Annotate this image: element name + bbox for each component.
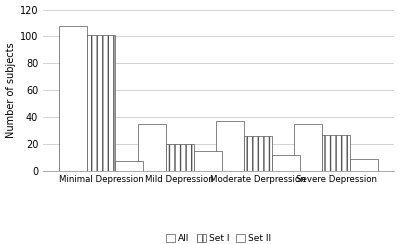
Bar (244, 136, 272, 171)
Bar (194, 151, 222, 171)
Bar (115, 161, 143, 171)
Bar (350, 159, 378, 171)
Bar (322, 134, 350, 171)
Bar (59, 26, 87, 171)
Bar (87, 35, 115, 171)
Bar (166, 144, 194, 171)
Bar (294, 124, 322, 171)
Bar (216, 121, 244, 171)
Y-axis label: Number of subjects: Number of subjects (6, 42, 16, 138)
Bar (138, 124, 166, 171)
Bar (272, 155, 300, 171)
Legend: All, Set I, Set II: All, Set I, Set II (163, 231, 275, 244)
